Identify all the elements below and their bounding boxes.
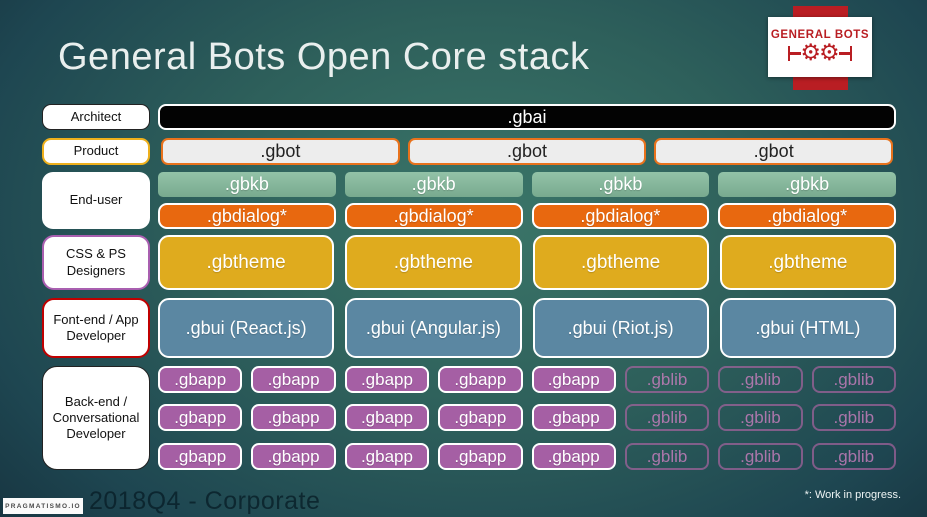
row-backend-2: .gbapp .gbapp .gbapp .gbapp .gbapp .gbli… <box>158 404 896 431</box>
stack-box-gbui-html: .gbui (HTML) <box>719 298 896 358</box>
stack-box-gbdialog: .gbdialog* <box>344 203 523 229</box>
stack-box-gbapp: .gbapp <box>158 366 243 393</box>
row-backend-1: .gbapp .gbapp .gbapp .gbapp .gbapp .gbli… <box>158 366 896 393</box>
stack-box-gbot: .gbot <box>161 138 400 165</box>
role-label-end-user: End-user <box>42 172 150 229</box>
stack-box-gbapp: .gbapp <box>438 404 523 431</box>
stack-box-gblib: .gblib <box>718 443 803 470</box>
stack-box-gbapp: .gbapp <box>438 366 523 393</box>
stack-box-gbapp: .gbapp <box>251 443 336 470</box>
stack-box-gblib: .gblib <box>624 443 710 470</box>
gear-icon: ⚙ <box>819 40 840 66</box>
stack-box-gbdialog: .gbdialog* <box>158 203 336 229</box>
stack-box-gbapp: .gbapp <box>158 404 243 431</box>
slide-footer: 2018Q4 - Corporate <box>89 487 321 515</box>
stack-box-gbot: .gbot <box>654 138 894 165</box>
row-gbdialog: .gbdialog* .gbdialog* .gbdialog* .gbdial… <box>158 203 896 229</box>
stack-box-gbapp: .gbapp <box>531 404 616 431</box>
stack-box-gbapp: .gbapp <box>158 443 243 470</box>
stack-box-gbapp: .gbapp <box>344 443 430 470</box>
stack-box-gbkb: .gbkb <box>158 172 336 197</box>
role-label-architect: Architect <box>42 104 150 130</box>
row-gbtheme: .gbtheme .gbtheme .gbtheme .gbtheme <box>158 235 896 290</box>
stack-box-gbapp: .gbapp <box>531 443 616 470</box>
stack-box-gbtheme: .gbtheme <box>345 235 522 290</box>
stack-box-gbui-react: .gbui (React.js) <box>158 298 335 358</box>
stack-box-gbapp: .gbapp <box>344 366 430 393</box>
stack-box-gblib: .gblib <box>718 404 803 431</box>
gear-bar-right <box>838 52 850 55</box>
stack-box-gbkb: .gbkb <box>344 172 523 197</box>
stack-box-gblib: .gblib <box>624 404 710 431</box>
row-product: .gbot .gbot .gbot <box>158 138 896 165</box>
work-in-progress-footnote: *: Work in progress. <box>804 489 901 501</box>
role-label-css-ps-designers: CSS & PS Designers <box>42 235 150 290</box>
row-gbui: .gbui (React.js) .gbui (Angular.js) .gbu… <box>158 298 896 358</box>
stack-box-gblib: .gblib <box>811 404 896 431</box>
role-label-backend-conversational-developer: Back-end / Conversational Developer <box>42 366 150 470</box>
stack-box-gblib: .gblib <box>811 366 896 393</box>
stack-box-gbkb: .gbkb <box>718 172 896 197</box>
page-title: General Bots Open Core stack <box>58 36 590 78</box>
stack-box-gbdialog: .gbdialog* <box>531 203 710 229</box>
stack-box-gbapp: .gbapp <box>251 366 336 393</box>
stack-box-gbtheme: .gbtheme <box>532 235 709 290</box>
row-backend-3: .gbapp .gbapp .gbapp .gbapp .gbapp .gbli… <box>158 443 896 470</box>
row-gbkb: .gbkb .gbkb .gbkb .gbkb <box>158 172 896 197</box>
gear-bar-left <box>790 52 802 55</box>
stack-box-gbtheme: .gbtheme <box>158 235 335 290</box>
stack-box-gblib: .gblib <box>718 366 803 393</box>
role-label-product: Product <box>42 138 150 165</box>
stack-box-gbui-riot: .gbui (Riot.js) <box>532 298 709 358</box>
stack-box-gbai: .gbai <box>158 104 896 130</box>
stack-box-gblib: .gblib <box>624 366 710 393</box>
stack-box-gbot: .gbot <box>407 138 647 165</box>
gear-axle-left <box>787 46 791 61</box>
stack-box-gbdialog: .gbdialog* <box>718 203 896 229</box>
stack-box-gbkb: .gbkb <box>531 172 710 197</box>
gear-icon: ⚙ <box>800 40 821 66</box>
stack-box-gblib: .gblib <box>811 443 896 470</box>
stack-box-gbapp: .gbapp <box>344 404 430 431</box>
gear-axle-right <box>849 46 853 61</box>
stack-box-gbapp: .gbapp <box>251 404 336 431</box>
stack-box-gbapp: .gbapp <box>438 443 523 470</box>
stack-box-gbtheme: .gbtheme <box>719 235 896 290</box>
brand-name: GENERAL BOTS <box>770 29 870 41</box>
gears-icon: ⚙ ⚙ <box>787 40 853 66</box>
pragmatismo-logo: PRAGMATISMO.IO <box>3 498 83 514</box>
role-label-frontend-app-developer: Font-end / App Developer <box>42 298 150 358</box>
row-architect: .gbai <box>158 104 896 130</box>
stack-box-gbapp: .gbapp <box>531 366 616 393</box>
stack-box-gbui-angular: .gbui (Angular.js) <box>345 298 522 358</box>
general-bots-logo: GENERAL BOTS ⚙ ⚙ <box>768 17 872 77</box>
